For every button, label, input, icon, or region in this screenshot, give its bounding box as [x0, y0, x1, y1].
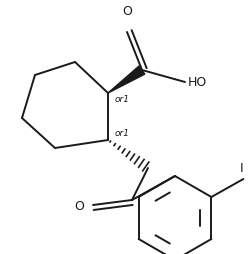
Text: O: O — [74, 200, 84, 214]
Text: I: I — [240, 162, 244, 174]
Text: or1: or1 — [115, 96, 130, 104]
Text: or1: or1 — [115, 129, 130, 137]
Polygon shape — [108, 66, 145, 93]
Text: O: O — [122, 5, 132, 18]
Text: HO: HO — [188, 75, 207, 88]
